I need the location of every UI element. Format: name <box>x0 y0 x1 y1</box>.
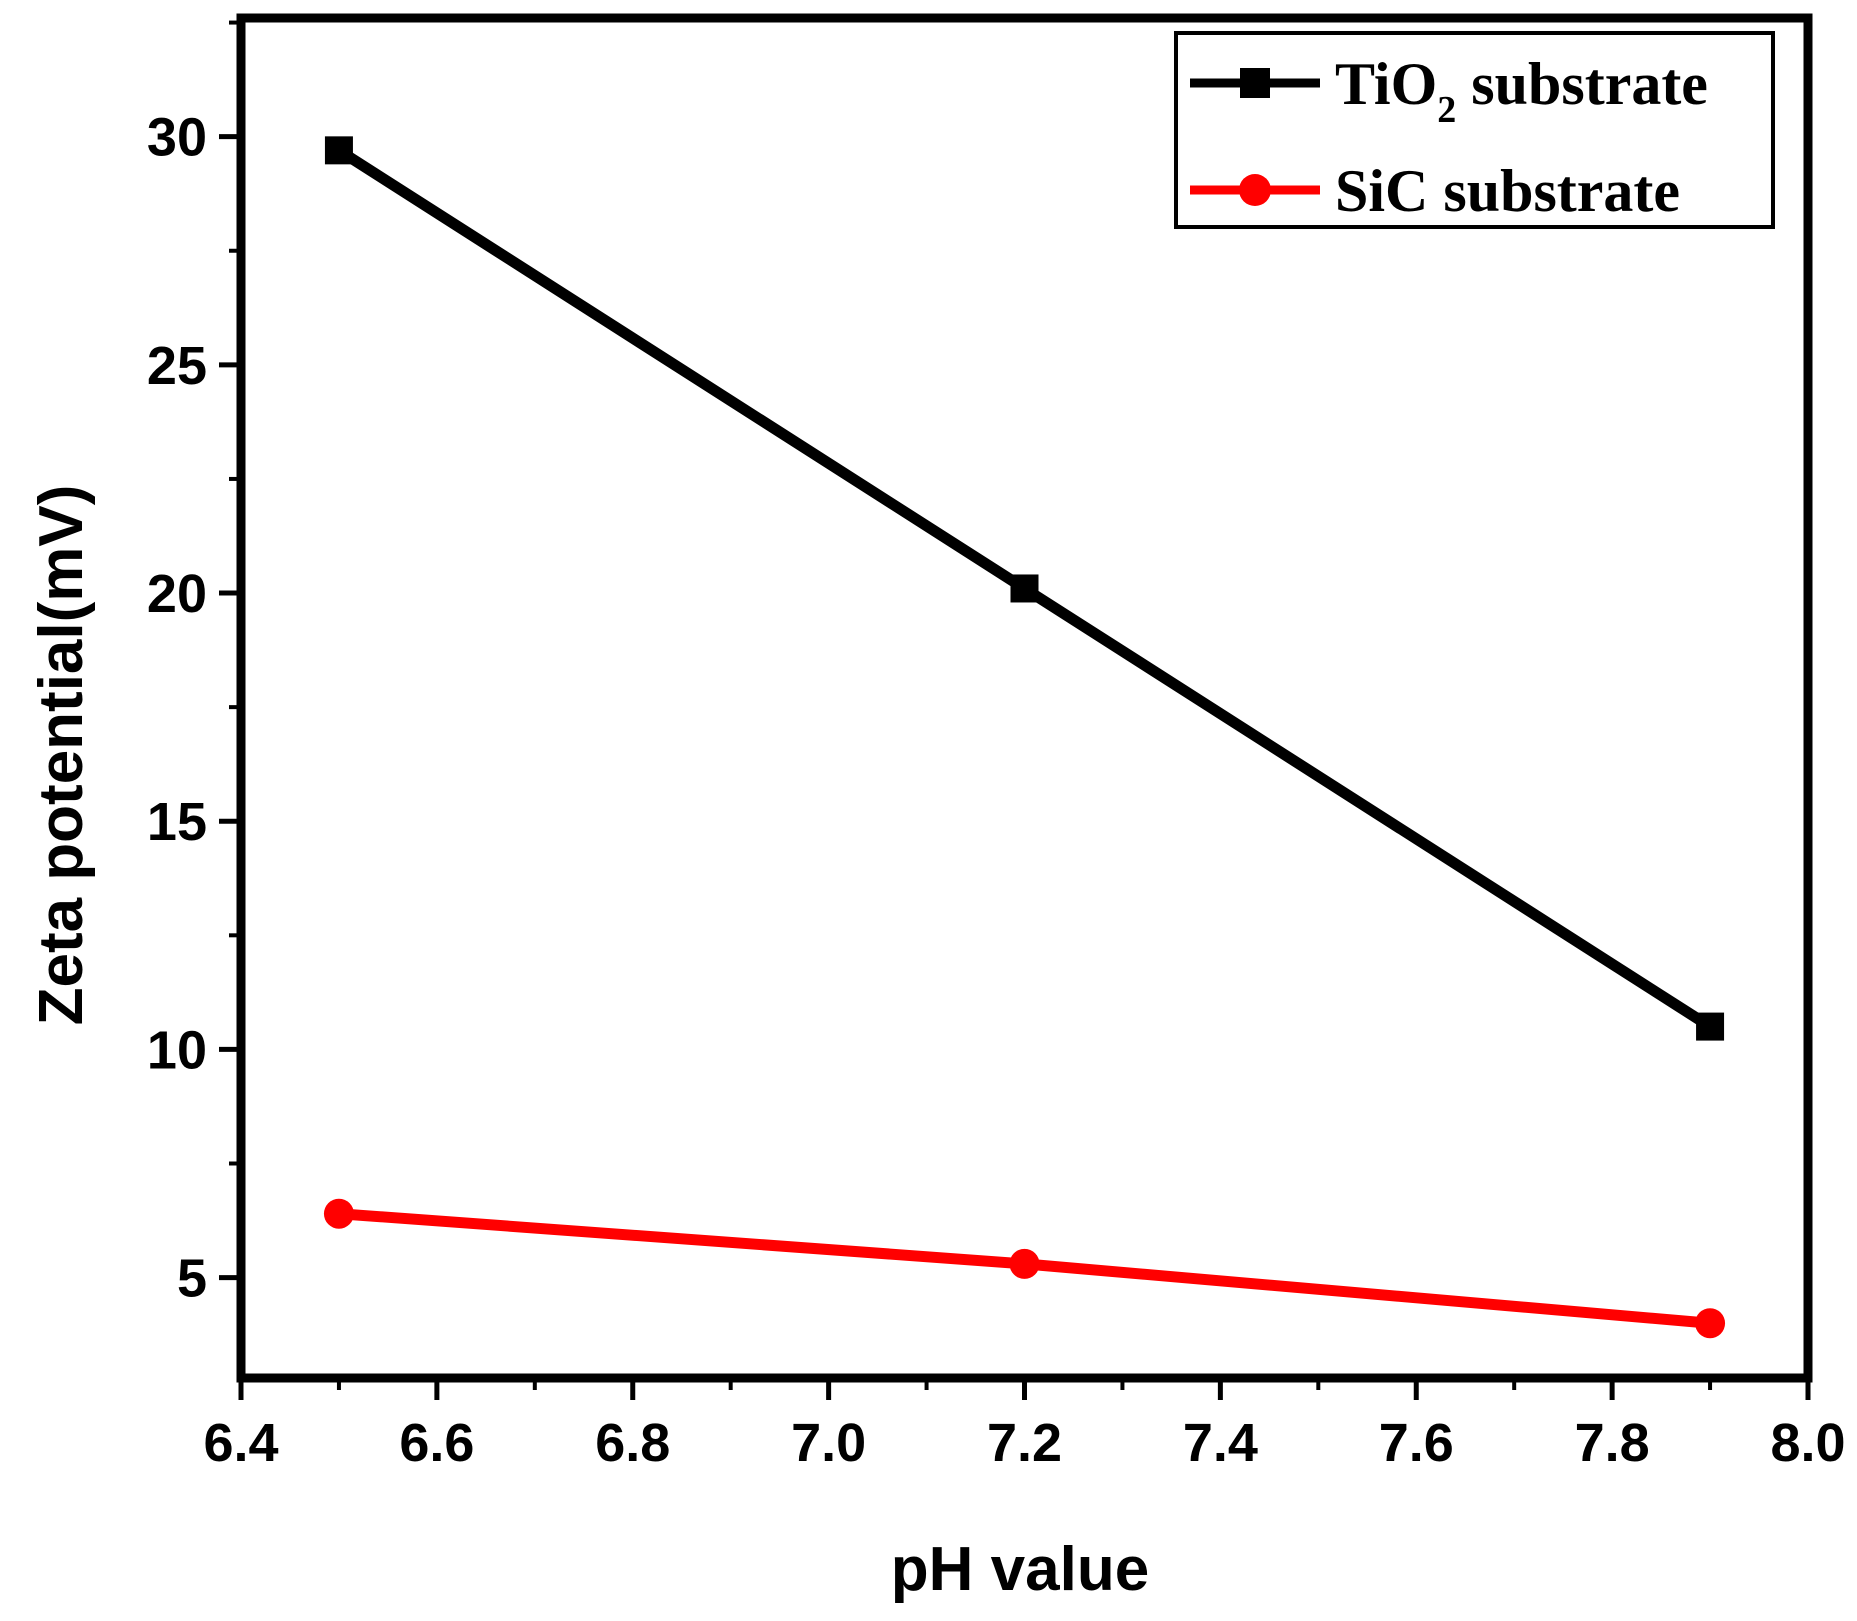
x-tick-label: 6.8 <box>595 1413 670 1473</box>
x-tick-label: 7.2 <box>987 1413 1062 1473</box>
legend-label-tio2-sub: 2 <box>1437 89 1456 131</box>
x-tick-label: 7.4 <box>1183 1413 1258 1473</box>
y-tick-label: 25 <box>147 336 207 396</box>
legend-label-tio2-main: TiO <box>1335 51 1437 117</box>
x-tick-label: 6.4 <box>203 1413 278 1473</box>
legend-box <box>1174 31 1775 229</box>
legend-label-tio2: TiO2 substrate <box>1335 51 1708 131</box>
major-ticks <box>219 134 1811 1400</box>
y-tick-label: 15 <box>147 792 207 852</box>
plot-frame <box>236 13 1813 1383</box>
data-point-sic <box>1695 1308 1726 1339</box>
data-point-tio2 <box>1010 574 1039 603</box>
data-point-sic <box>1009 1248 1040 1279</box>
series-layer <box>323 136 1726 1339</box>
y-tick-label: 5 <box>177 1249 207 1309</box>
y-axis-title: Zeta potential(mV) <box>27 485 96 1026</box>
legend-marker-sic <box>1239 174 1271 206</box>
y-tick-labels: 5 10 15 20 25 30 <box>147 108 207 1309</box>
legend-marker-tio2 <box>1240 68 1270 98</box>
x-tick-label: 7.6 <box>1379 1413 1454 1473</box>
data-point-tio2 <box>1696 1012 1725 1041</box>
y-tick-label: 20 <box>147 564 207 624</box>
x-tick-label: 7.0 <box>791 1413 866 1473</box>
y-tick-label: 10 <box>147 1020 207 1080</box>
legend-label-sic: SiC substrate <box>1335 158 1680 224</box>
x-tick-label: 6.6 <box>399 1413 474 1473</box>
x-tick-label: 8.0 <box>1770 1413 1845 1473</box>
x-tick-label: 7.8 <box>1575 1413 1650 1473</box>
x-tick-labels: 6.4 6.6 6.8 7.0 7.2 7.4 7.6 7.8 8.0 <box>203 1413 1845 1473</box>
data-point-tio2 <box>324 136 353 165</box>
legend-label-tio2-rest: substrate <box>1456 51 1708 117</box>
data-point-sic <box>323 1198 354 1229</box>
legend: TiO2 substrate SiC substrate <box>1174 31 1775 229</box>
x-axis-title: pH value <box>891 1535 1149 1604</box>
y-tick-label: 30 <box>147 108 207 168</box>
